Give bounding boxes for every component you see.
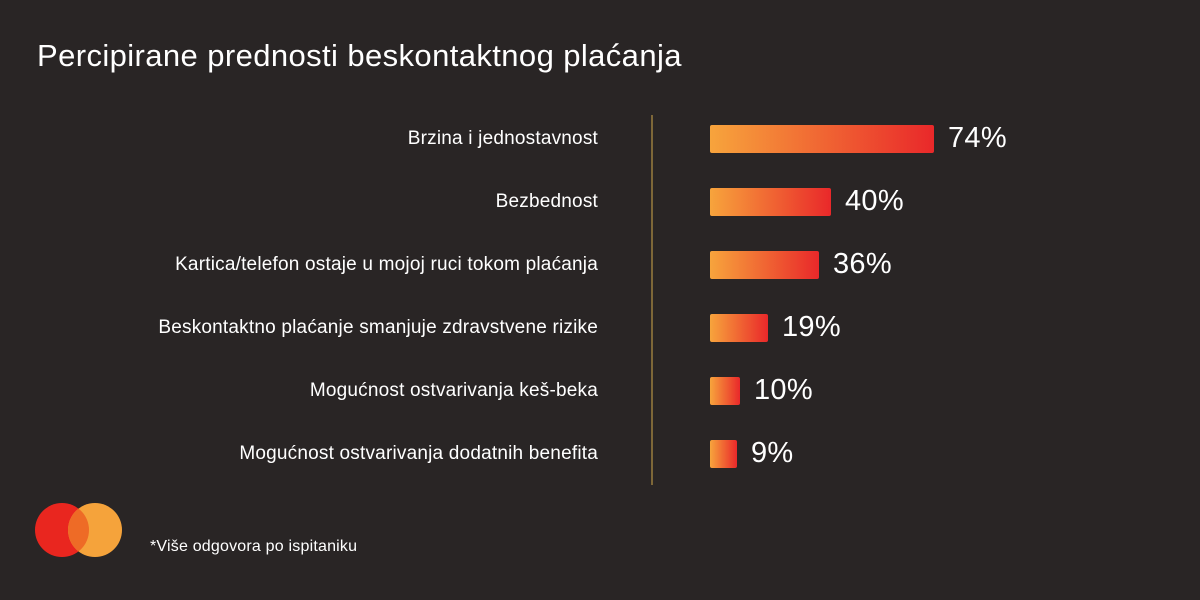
value-label: 9% bbox=[751, 437, 794, 469]
category-label: Brzina i jednostavnost bbox=[407, 127, 598, 149]
chart-row: Brzina i jednostavnost 74% bbox=[0, 107, 1200, 170]
bar bbox=[710, 313, 768, 342]
chart-title: Percipirane prednosti beskontaktnog plać… bbox=[37, 38, 682, 73]
value-label: 19% bbox=[782, 311, 841, 343]
category-label: Mogućnost ostvarivanja dodatnih benefita bbox=[239, 442, 598, 464]
bar-zone: 10% bbox=[710, 374, 813, 407]
mastercard-logo bbox=[35, 503, 122, 557]
category-label: Kartica/telefon ostaje u mojoj ruci toko… bbox=[175, 253, 598, 275]
bar-zone: 74% bbox=[710, 122, 1007, 155]
category-label: Beskontaktno plaćanje smanjuje zdravstve… bbox=[158, 316, 598, 338]
value-label: 36% bbox=[833, 248, 892, 280]
footnote: *Više odgovora po ispitaniku bbox=[150, 538, 358, 555]
axis-divider-line bbox=[651, 115, 653, 485]
chart-row: Mogućnost ostvarivanja dodatnih benefita… bbox=[0, 422, 1200, 485]
mastercard-overlap bbox=[68, 503, 89, 557]
chart-row: Bezbednost 40% bbox=[0, 170, 1200, 233]
category-label: Mogućnost ostvarivanja keš-beka bbox=[309, 379, 598, 401]
chart-row: Beskontaktno plaćanje smanjuje zdravstve… bbox=[0, 296, 1200, 359]
chart-row: Mogućnost ostvarivanja keš-beka 10% bbox=[0, 359, 1200, 422]
chart-row: Kartica/telefon ostaje u mojoj ruci toko… bbox=[0, 233, 1200, 296]
bar bbox=[710, 439, 737, 468]
value-label: 10% bbox=[754, 374, 813, 406]
value-label: 74% bbox=[948, 122, 1007, 154]
bar-zone: 40% bbox=[710, 185, 904, 218]
bar bbox=[710, 187, 831, 216]
bar bbox=[710, 376, 740, 405]
bar-zone: 9% bbox=[710, 437, 794, 470]
bar-zone: 19% bbox=[710, 311, 841, 344]
bar bbox=[710, 250, 819, 279]
value-label: 40% bbox=[845, 185, 904, 217]
bar bbox=[710, 124, 934, 153]
bar-zone: 36% bbox=[710, 248, 892, 281]
category-label: Bezbednost bbox=[495, 190, 598, 212]
bar-chart: Brzina i jednostavnost 74% Bezbednost 40… bbox=[0, 107, 1200, 485]
